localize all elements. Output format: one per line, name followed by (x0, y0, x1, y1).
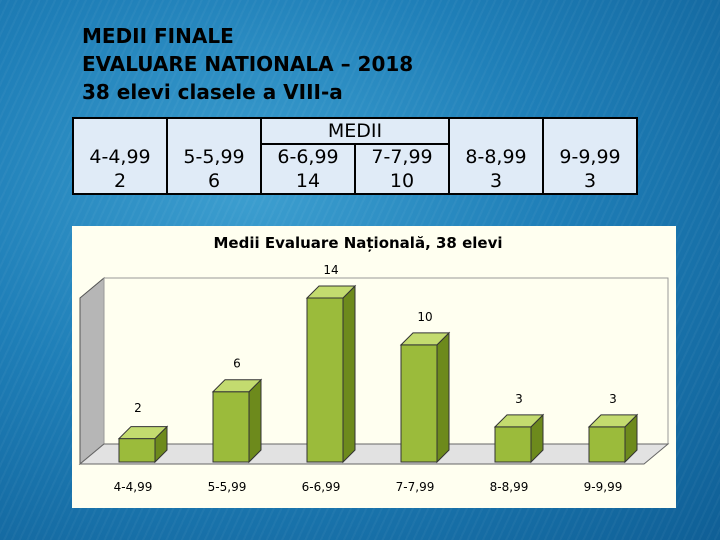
bar-value-label: 6 (233, 357, 241, 371)
chart-panel: Medii Evaluare Națională, 38 elevi 2 4-4,… (72, 226, 676, 508)
category-tick-label: 6-6,99 (302, 480, 341, 494)
table-count-row: 2 6 14 10 3 3 (72, 169, 638, 195)
bar-front (212, 391, 250, 463)
table-header-row: MEDII (72, 117, 638, 144)
table-count-cell: 3 (448, 169, 544, 195)
table-range-cell: 6-6,99 (260, 143, 356, 169)
chart-walls (78, 276, 670, 466)
table-header-cell: MEDII (261, 117, 449, 144)
grades-summary-table: MEDII 4-4,99 5-5,99 6-6,99 7-7,99 8-8,99… (72, 117, 638, 195)
bar-front (588, 426, 626, 463)
table-range-cell: 9-9,99 (542, 144, 638, 169)
bar-front (306, 297, 344, 463)
bar-side (436, 331, 450, 464)
bar-top (399, 332, 451, 346)
bar-front (494, 426, 532, 463)
table-header-empty-left-2 (166, 117, 262, 144)
title-line-3: 38 elevi clasele a VIII-a (82, 80, 343, 104)
table-range-cell: 7-7,99 (354, 143, 450, 169)
table-count-cell: 6 (166, 169, 262, 195)
table-header-empty-right (448, 117, 544, 144)
bar-top (211, 379, 263, 393)
category-tick-label: 8-8,99 (490, 480, 529, 494)
bar-top (493, 414, 545, 428)
bar-top (587, 414, 639, 428)
table-header-empty-left (72, 117, 168, 144)
chart-title: Medii Evaluare Națională, 38 elevi (213, 234, 502, 252)
title-line-2: EVALUARE NATIONALA – 2018 (82, 52, 414, 76)
bar-value-label: 10 (417, 310, 432, 324)
table-count-cell: 10 (354, 169, 450, 195)
table-range-row: 4-4,99 5-5,99 6-6,99 7-7,99 8-8,99 9-9,9… (72, 143, 638, 169)
category-tick-label: 7-7,99 (396, 480, 435, 494)
bar-top (117, 426, 169, 440)
title-line-1: MEDII FINALE (82, 24, 234, 48)
bar-front (118, 438, 156, 463)
bar-value-label: 14 (323, 263, 338, 277)
table-count-cell: 2 (72, 169, 168, 195)
chart-back-wall (103, 277, 669, 445)
bar-top (305, 285, 357, 299)
chart-labels: 2 4-4,99 6 5-5,99 14 6-6,99 10 7-7,99 3 8-8,99 3 9-… (114, 263, 623, 494)
table-range-cell: 5-5,99 (166, 144, 262, 169)
chart-side-wall (79, 276, 105, 466)
table-header-empty-right-2 (542, 117, 638, 144)
slide-title: MEDII FINALE EVALUARE NATIONALA – 2018 3… (82, 22, 413, 106)
table-count-cell: 3 (542, 169, 638, 195)
bar-chart: Medii Evaluare Națională, 38 elevi 2 4-4,… (78, 234, 670, 494)
chart-bars (117, 284, 639, 464)
bar-side (342, 284, 356, 464)
table-count-cell: 14 (260, 169, 356, 195)
bar-side (248, 378, 262, 464)
chart-floor (78, 443, 670, 465)
bar-front (400, 344, 438, 463)
category-tick-label: 4-4,99 (114, 480, 153, 494)
bar-value-label: 3 (609, 392, 617, 406)
bar-value-label: 3 (515, 392, 523, 406)
table-range-cell: 4-4,99 (72, 144, 168, 169)
category-tick-label: 5-5,99 (208, 480, 247, 494)
bar-value-label: 2 (134, 401, 142, 415)
table-range-cell: 8-8,99 (448, 144, 544, 169)
category-tick-label: 9-9,99 (584, 480, 623, 494)
